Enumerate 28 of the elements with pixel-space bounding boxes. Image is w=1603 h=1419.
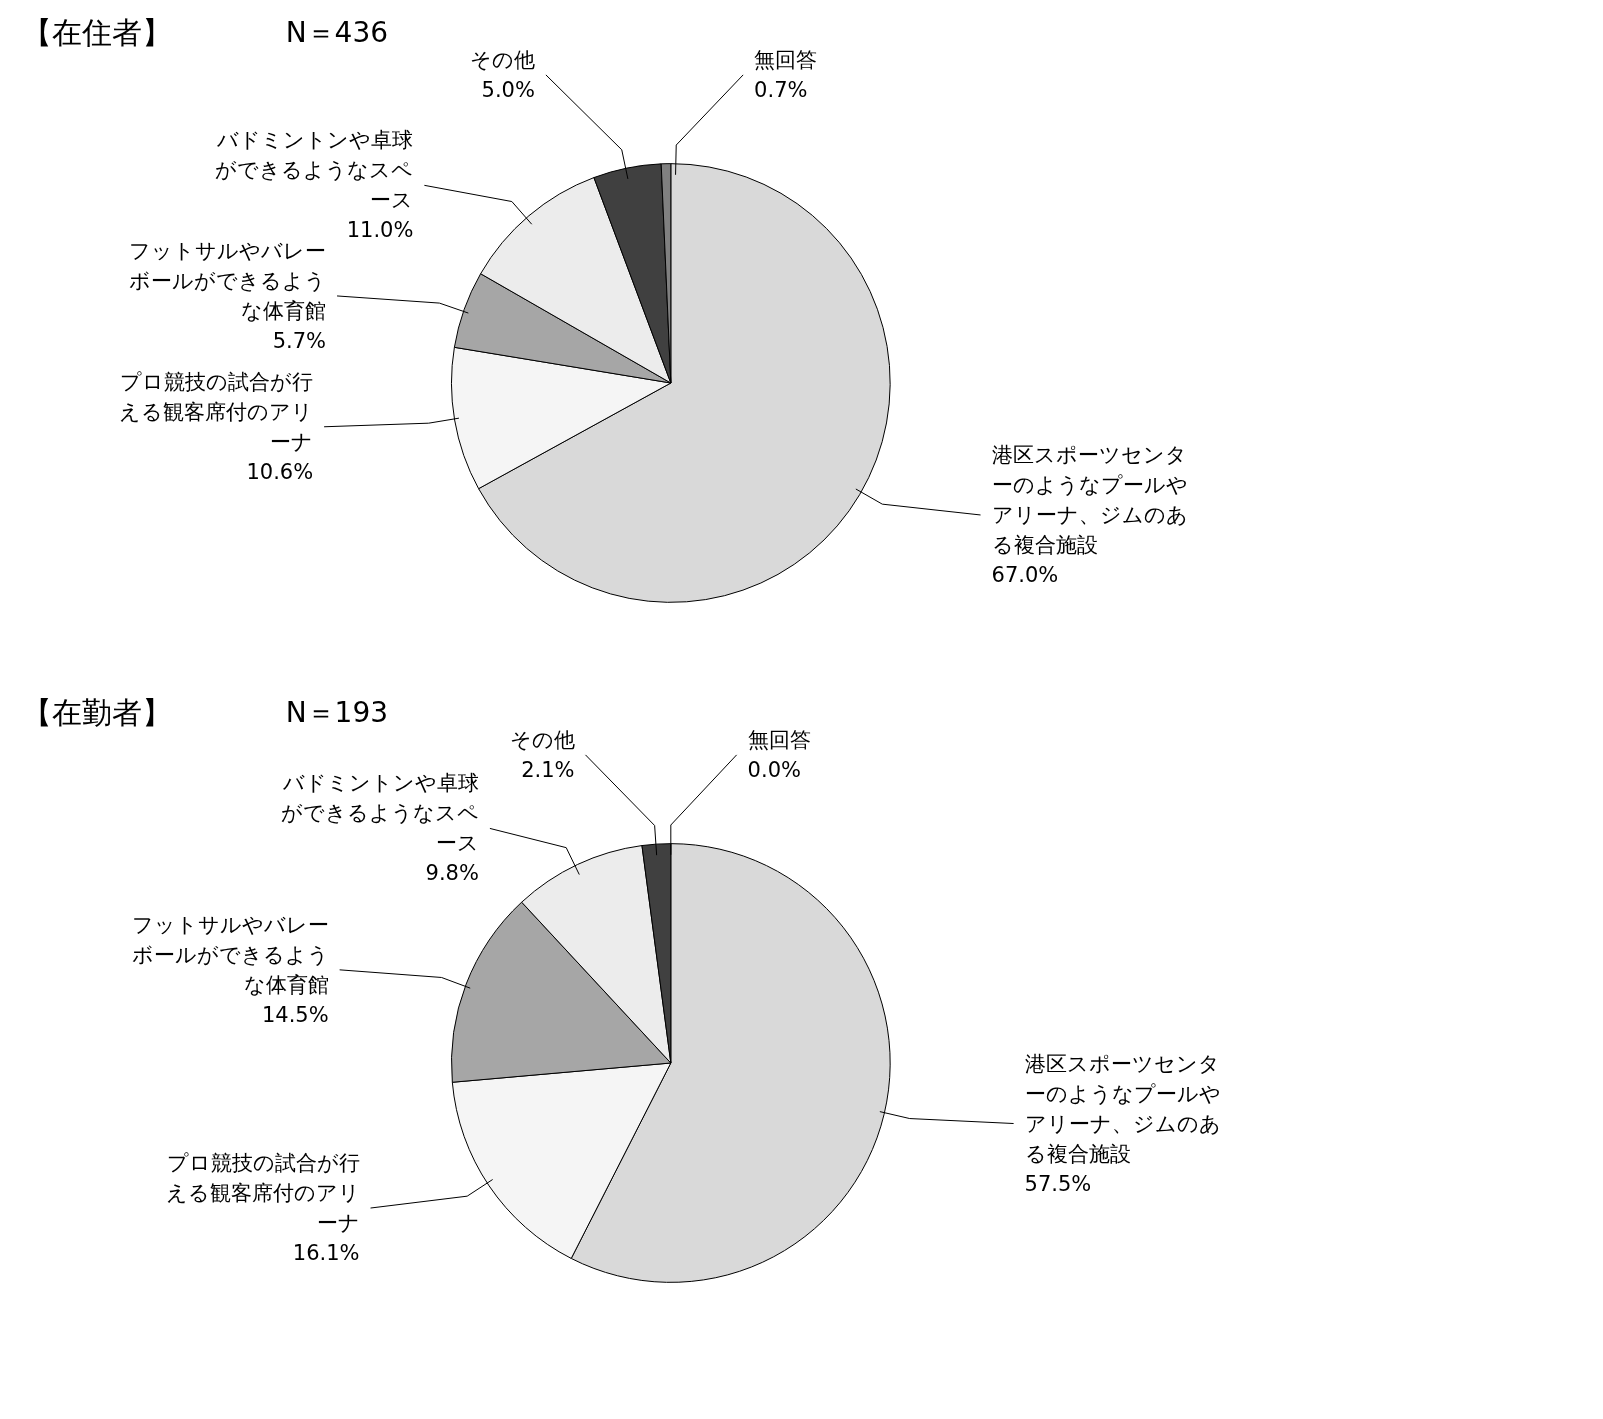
data-label: 9.8% [425,861,479,886]
text: 0.0% [747,757,801,782]
data-label: 11.0% [346,218,414,243]
category-label: 無回答 [747,727,811,752]
slice-label: フットサルやバレーボールができるような体育館 [129,238,327,323]
data-label: 10.6% [246,459,314,484]
slice-label: 港区スポーツセンターのようなプールやアリーナ、ジムのある複合施設 [991,442,1188,557]
slice-label: プロ競技の試合が行える観客席付のアリーナ [165,1151,360,1236]
slice-label: フットサルやバレーボールができるような体育館 [131,912,329,997]
slice-label: その他 [469,47,535,72]
data-label: 0.7% [754,77,808,102]
data-label: 16.1% [292,1241,360,1266]
data-label: 67.0% [991,562,1059,587]
chart-title: 【在住者】 [22,14,173,50]
data-label: 2.1% [521,757,575,782]
data-label: 5.7% [272,328,327,353]
chart-subtitle: N＝193 [285,695,389,729]
slice-label: プロ競技の試合が行える観客席付のアリーナ [119,369,314,454]
slice-label: その他 [509,727,575,752]
chart-title: 【在勤者】 [22,694,173,730]
slice-label: 無回答 [754,47,818,72]
slice-label: 港区スポーツセンターのようなプールやアリーナ、ジムのある複合施設 [1024,1051,1221,1166]
data-label: 57.5% [1024,1171,1092,1196]
slice-label: バドミントンや卓球ができるようなスペース [215,128,414,213]
data-label: 5.0% [481,77,535,102]
slice-label: バドミントンや卓球ができるようなスペース [280,771,479,856]
data-label: 14.5% [261,1002,329,1027]
chart-subtitle: N＝436 [285,15,389,49]
